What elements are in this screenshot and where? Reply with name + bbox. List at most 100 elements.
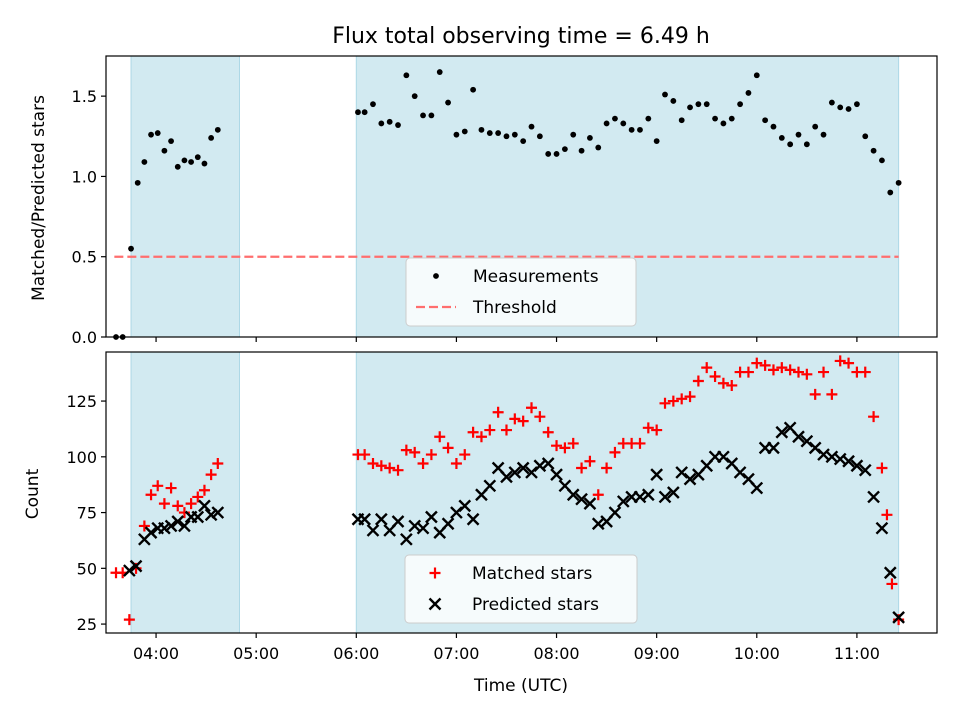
data-point	[559, 442, 571, 454]
x-tick-label: 10:00	[734, 644, 780, 663]
data-point	[612, 115, 618, 122]
data-point	[370, 101, 376, 108]
data-point	[570, 131, 577, 138]
data-point	[862, 133, 869, 140]
data-point	[879, 157, 885, 164]
x-tick-label: 07:00	[433, 644, 479, 663]
data-point	[172, 500, 184, 512]
data-point	[837, 104, 844, 111]
data-point	[164, 519, 178, 533]
top-panel-matched-predicted-ratio: 0.0 0.5 1.0 1.5 Measurements Threshold	[72, 55, 938, 347]
data-point	[745, 90, 752, 96]
data-point	[541, 457, 555, 470]
data-point	[211, 506, 225, 519]
legend-box	[405, 257, 637, 327]
top-legend: Measurements Threshold	[405, 257, 637, 327]
data-point	[201, 160, 208, 167]
data-point	[842, 454, 855, 468]
data-point	[509, 413, 521, 425]
legend-label: Measurements	[473, 267, 599, 287]
data-point	[528, 123, 535, 130]
data-point	[616, 495, 630, 508]
data-point	[703, 101, 710, 108]
data-point	[850, 459, 864, 473]
data-point	[461, 128, 468, 135]
bottom-panel-star-counts: 25 50 75 100 125 04:00 05:00 06:00 07:00 08:00 09:…	[66, 351, 938, 663]
data-point	[355, 109, 361, 116]
data-point	[171, 515, 185, 528]
data-point	[678, 117, 685, 124]
data-point	[575, 492, 588, 506]
data-point	[212, 458, 224, 470]
data-point	[508, 466, 522, 479]
data-point	[709, 371, 721, 383]
legend-marker	[428, 597, 442, 611]
data-point	[395, 122, 401, 128]
data-point	[144, 526, 158, 539]
data-point	[441, 517, 455, 531]
data-point	[194, 154, 201, 161]
data-point	[553, 151, 560, 157]
top-observing-window-0	[130, 55, 240, 338]
top-y-tick-label: 1.5	[72, 87, 97, 106]
data-point	[601, 462, 613, 474]
top-y-tick-label: 1.0	[72, 167, 97, 186]
data-point	[378, 120, 385, 127]
data-point	[887, 189, 894, 196]
data-point	[374, 512, 388, 526]
x-axis-label: Time (UTC)	[473, 676, 568, 696]
data-point	[742, 366, 754, 378]
data-point	[892, 611, 905, 624]
top-y-tick-label: 0.0	[72, 328, 97, 347]
data-point	[603, 120, 610, 127]
data-point	[492, 406, 504, 418]
x-tick-label: 04:00	[133, 644, 179, 663]
data-point	[475, 431, 487, 443]
data-point	[641, 488, 655, 502]
data-point	[181, 157, 188, 164]
bottom-y-axis-label: Count	[23, 468, 43, 519]
bottom-legend: Matched stars Predicted stars	[404, 554, 638, 624]
x-tick-label: 08:00	[533, 644, 579, 663]
bottom-series-predicted-stars	[123, 421, 905, 624]
data-point	[826, 388, 838, 400]
data-point	[420, 112, 426, 119]
data-point	[134, 179, 141, 186]
top-y-axis-label: Matched/Predicted stars	[29, 95, 49, 301]
data-point	[386, 118, 393, 125]
data-point	[495, 130, 502, 136]
data-point	[152, 480, 164, 492]
data-point	[667, 486, 680, 499]
data-point	[567, 437, 579, 449]
data-point	[483, 479, 497, 493]
data-point	[425, 449, 437, 461]
data-point	[436, 69, 443, 75]
data-point	[750, 481, 764, 495]
data-point	[670, 98, 677, 104]
data-point	[658, 490, 672, 504]
data-point	[820, 131, 827, 138]
data-point	[145, 489, 157, 501]
data-point	[645, 115, 652, 122]
data-point	[587, 134, 593, 141]
data-point	[129, 559, 143, 573]
data-point	[478, 126, 485, 133]
bottom-y-tick-label: 100	[66, 448, 97, 467]
data-point	[459, 449, 471, 461]
data-point	[717, 377, 729, 389]
data-point	[609, 446, 621, 458]
data-point	[400, 444, 412, 456]
data-point	[534, 411, 546, 423]
data-point	[359, 449, 371, 461]
data-point	[767, 364, 779, 376]
data-point	[551, 440, 563, 452]
top-axes-frame	[105, 55, 938, 338]
data-point	[208, 134, 215, 141]
data-point	[367, 458, 379, 470]
data-point	[545, 151, 552, 157]
bottom-y-tick-label: 75	[77, 504, 97, 523]
data-point	[695, 101, 702, 108]
data-point	[875, 521, 889, 535]
data-point	[141, 159, 148, 165]
